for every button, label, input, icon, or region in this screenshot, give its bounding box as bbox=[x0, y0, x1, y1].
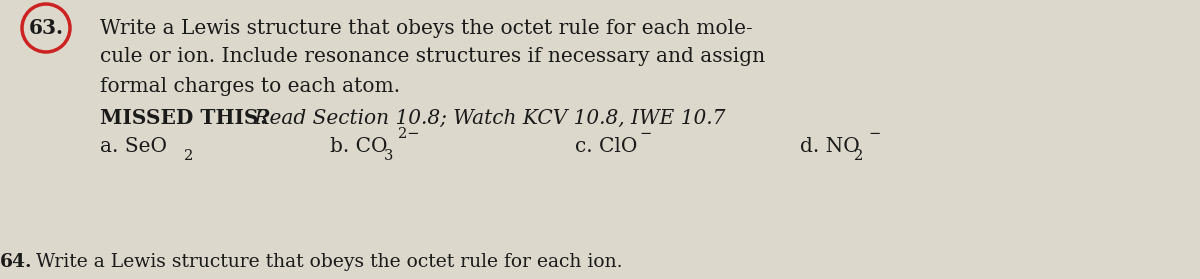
Text: 2: 2 bbox=[184, 149, 193, 163]
Text: −: − bbox=[868, 127, 881, 141]
Text: 3: 3 bbox=[384, 149, 394, 163]
Text: Read Section 10.8; Watch KCV 10.8, IWE 10.7: Read Section 10.8; Watch KCV 10.8, IWE 1… bbox=[248, 109, 725, 128]
Text: Write a Lewis structure that obeys the octet rule for each mole-: Write a Lewis structure that obeys the o… bbox=[100, 18, 752, 37]
Text: d. NO: d. NO bbox=[800, 137, 859, 156]
Text: formal charges to each atom.: formal charges to each atom. bbox=[100, 76, 400, 95]
Text: c. ClO: c. ClO bbox=[575, 137, 637, 156]
Text: 63.: 63. bbox=[29, 18, 64, 38]
Text: cule or ion. Include resonance structures if necessary and assign: cule or ion. Include resonance structure… bbox=[100, 47, 766, 66]
Text: 64.: 64. bbox=[0, 253, 32, 271]
Text: 2−: 2− bbox=[398, 127, 420, 141]
Text: 2: 2 bbox=[854, 149, 863, 163]
Text: −: − bbox=[640, 127, 652, 141]
Text: a. SeO: a. SeO bbox=[100, 137, 167, 156]
Text: b. CO: b. CO bbox=[330, 137, 388, 156]
Text: MISSED THIS?: MISSED THIS? bbox=[100, 108, 270, 128]
Text: Write a Lewis structure that obeys the octet rule for each ion.: Write a Lewis structure that obeys the o… bbox=[30, 253, 623, 271]
